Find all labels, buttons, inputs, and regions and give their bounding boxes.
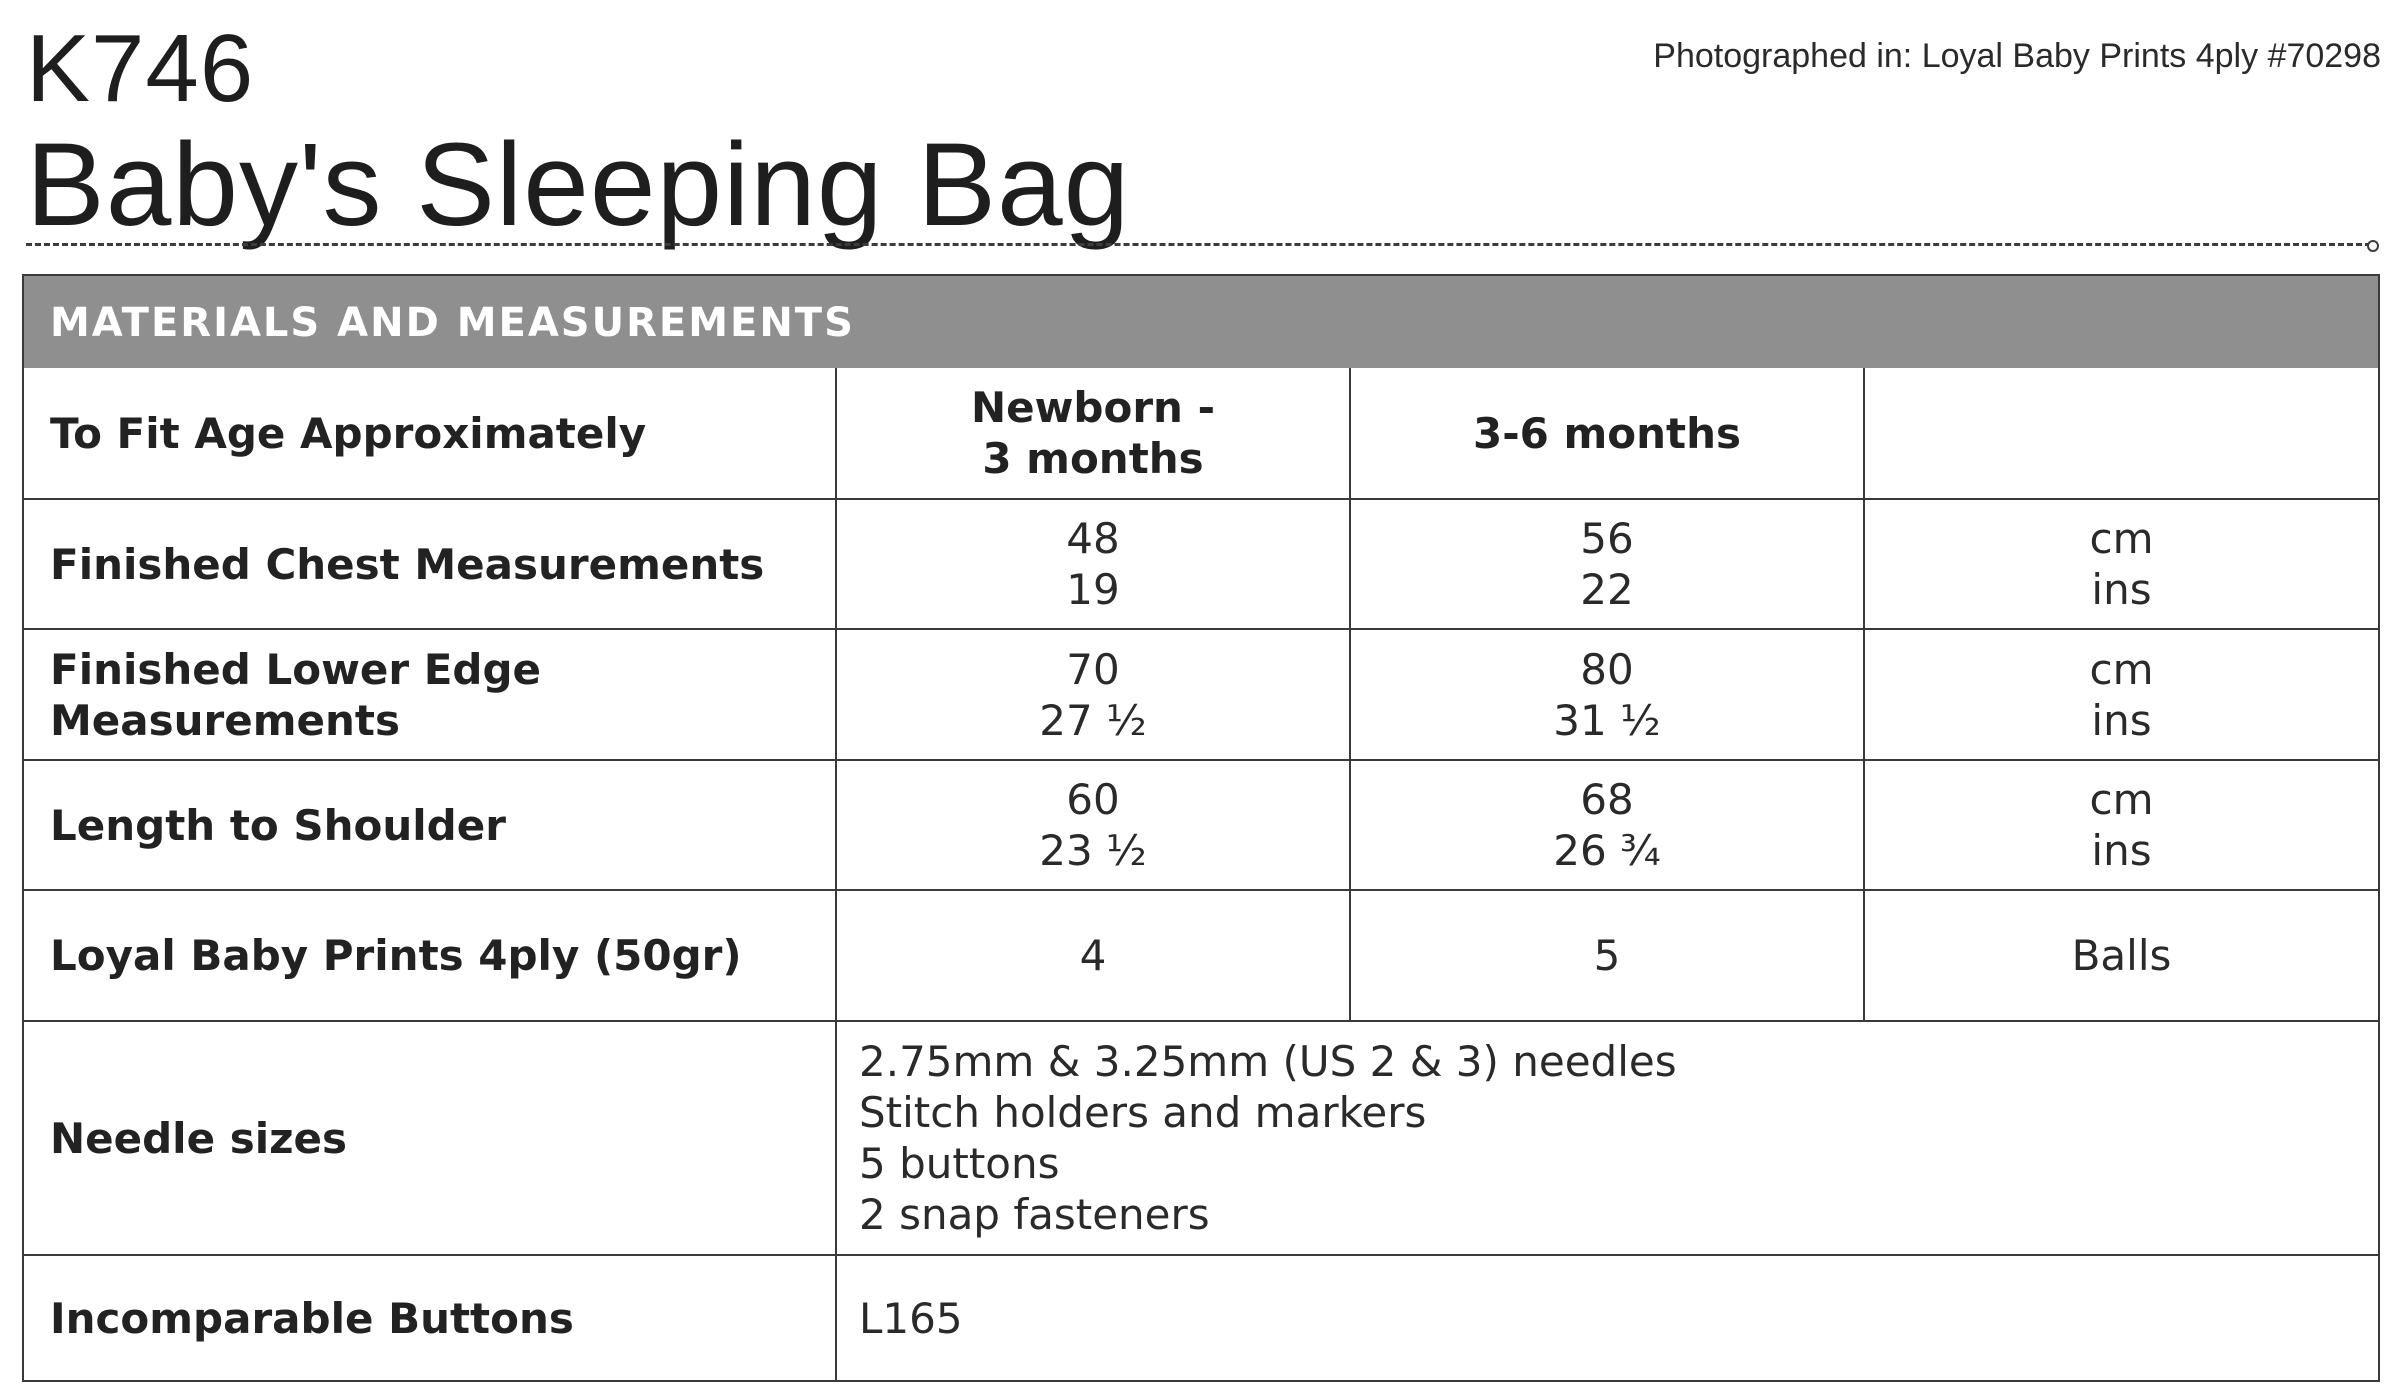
row-label: Finished Chest Measurements (24, 498, 837, 630)
row-label: Incomparable Buttons (24, 1254, 837, 1380)
measurements-table: To Fit Age Approximately Newborn - 3 mon… (24, 368, 2378, 1380)
dashed-divider (26, 243, 2371, 246)
unit-cell: cm ins (1863, 759, 2378, 891)
table-row-chest: Finished Chest Measurements 48 19 56 22 … (24, 498, 2378, 630)
row-label: Loyal Baby Prints 4ply (50gr) (24, 889, 837, 1022)
list-item: Stitch holders and markers (859, 1088, 1427, 1137)
table-row-length: Length to Shoulder 60 23 ½ 68 26 ¾ cm in… (24, 759, 2378, 891)
value-cm: 70 (1066, 644, 1120, 694)
unit-ins: ins (2091, 826, 2152, 875)
pattern-code: K746 (26, 15, 255, 122)
value-cm: 48 (1066, 514, 1120, 563)
unit-cell: cm ins (1863, 498, 2378, 630)
table-row-buttons: Incomparable Buttons L165 (24, 1254, 2378, 1380)
row-label: Finished Lower Edge Measurements (24, 628, 837, 761)
divider-end-dot (2367, 240, 2379, 252)
unit-cell: Balls (1863, 889, 2378, 1022)
row-label: To Fit Age Approximately (24, 368, 837, 500)
value-cell: 48 19 (835, 498, 1351, 630)
list-item: 2.75mm & 3.25mm (US 2 & 3) needles (859, 1037, 1677, 1086)
value-cm: 56 (1580, 514, 1634, 563)
table-row-needles: Needle sizes 2.75mm & 3.25mm (US 2 & 3) … (24, 1020, 2378, 1256)
value-ins: 31 ½ (1553, 695, 1661, 745)
value-ins: 26 ¾ (1553, 826, 1661, 875)
row-label: Needle sizes (24, 1020, 837, 1256)
list-item: 5 buttons (859, 1139, 1060, 1188)
value-cell: 56 22 (1349, 498, 1865, 630)
value-ins: 27 ½ (1039, 695, 1147, 745)
section-title: MATERIALS AND MEASUREMENTS (50, 300, 855, 346)
row-label-line: Measurements (50, 695, 400, 745)
value-cell: 60 23 ½ (835, 759, 1351, 891)
value-cell: 4 (835, 889, 1351, 1022)
value-ins: 22 (1580, 565, 1634, 614)
value-cell: 68 26 ¾ (1349, 759, 1865, 891)
unit-cm: cm (2089, 514, 2154, 563)
photographed-in-note: Photographed in: Loyal Baby Prints 4ply … (1653, 37, 2381, 75)
needles-list: 2.75mm & 3.25mm (US 2 & 3) needles Stitc… (835, 1020, 2378, 1256)
row-label-line: Finished Lower Edge (50, 644, 541, 694)
size-header-line: 3 months (982, 434, 1204, 483)
value-cell: 80 31 ½ (1349, 628, 1865, 761)
size-header-line: Newborn - (970, 383, 1216, 432)
unit-ins: ins (2091, 565, 2152, 614)
table-row-yarn: Loyal Baby Prints 4ply (50gr) 4 5 Balls (24, 889, 2378, 1022)
unit-ins: ins (2091, 695, 2152, 745)
value-cell: L165 (835, 1254, 2378, 1380)
table-row-lower-edge: Finished Lower Edge Measurements 70 27 ½… (24, 628, 2378, 761)
value-cell: 70 27 ½ (835, 628, 1351, 761)
table-row-age: To Fit Age Approximately Newborn - 3 mon… (24, 368, 2378, 500)
value-cell: 5 (1349, 889, 1865, 1022)
pattern-title: Baby's Sleeping Bag (26, 119, 1131, 251)
row-label: Length to Shoulder (24, 759, 837, 891)
value-cm: 60 (1066, 775, 1120, 824)
value-cm: 68 (1580, 775, 1634, 824)
list-item: 2 snap fasteners (859, 1190, 1210, 1239)
size-column-header: Newborn - 3 months (835, 368, 1351, 500)
value-cm: 80 (1580, 644, 1634, 694)
value-ins: 23 ½ (1039, 826, 1147, 875)
unit-cell (1863, 368, 2378, 500)
unit-cm: cm (2089, 775, 2154, 824)
section-header: MATERIALS AND MEASUREMENTS (24, 276, 2378, 368)
size-column-header: 3-6 months (1349, 368, 1865, 500)
value-ins: 19 (1066, 565, 1120, 614)
materials-measurements-sheet: MATERIALS AND MEASUREMENTS To Fit Age Ap… (22, 274, 2380, 1382)
unit-cm: cm (2089, 644, 2154, 694)
unit-cell: cm ins (1863, 628, 2378, 761)
